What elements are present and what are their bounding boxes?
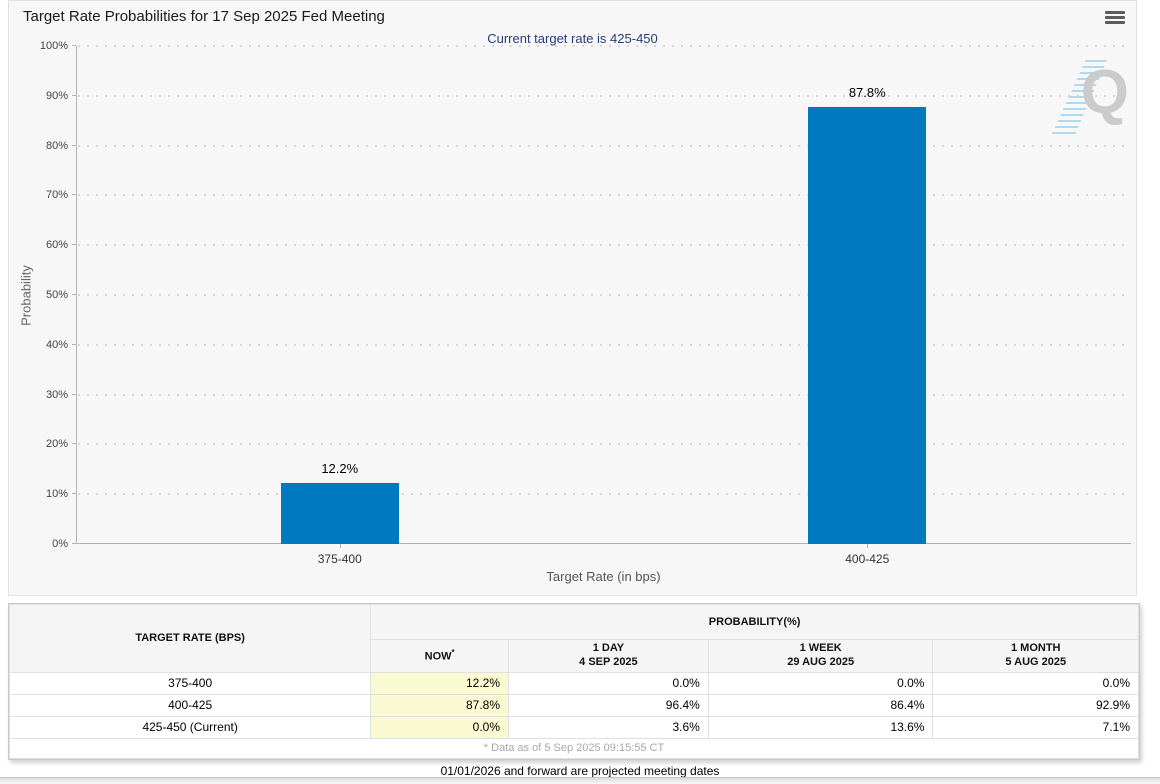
table-header-row-2: NOW* 1 DAY 4 SEP 2025 1 WEEK 29 AUG 2025 1 MO… — [10, 639, 1139, 673]
gridline — [78, 244, 1131, 247]
probability-cell: 92.9% — [932, 693, 1139, 717]
gridline — [78, 343, 1131, 346]
gridline — [78, 45, 1131, 47]
target-rate-cell: 400-425 — [8, 693, 372, 717]
y-tick-label: 10% — [45, 488, 68, 501]
y-axis-tick — [72, 45, 76, 46]
projected-dates-note: 01/01/2026 and forward are projected mee… — [440, 764, 720, 778]
column-header-1-month: 1 MONTH 5 AUG 2025 — [932, 639, 1139, 673]
y-axis-tick — [72, 294, 76, 295]
x-axis-tick — [867, 544, 869, 548]
plot-area: 0% 10% 20% 30% 40% 50% 60% 70% 80% 90% 100% 12.2% 37… — [40, 40, 1131, 566]
gridline — [78, 493, 1131, 496]
column-header-now: NOW* — [370, 639, 509, 673]
probability-cell: 86.4% — [707, 693, 934, 717]
probability-cell: 0.0% — [707, 671, 934, 695]
x-category-label: 375-400 — [317, 552, 362, 566]
menu-icon-bar — [1105, 16, 1125, 19]
quikstrike-watermark: Q — [1051, 58, 1131, 138]
target-rate-column-header: TARGET RATE (BPS) — [8, 604, 372, 673]
probability-table: TARGET RATE (BPS) PROBABILITY(%) NOW* 1 D… — [8, 604, 1139, 759]
data-as-of-note: * Data as of 5 Sep 2025 09:15:55 CT — [9, 737, 1139, 759]
probability-cell: 13.6% — [707, 715, 934, 739]
chart-bar — [808, 106, 927, 544]
gridline — [78, 144, 1131, 147]
watermark-letter: Q — [1080, 58, 1129, 127]
table-row: 375-400 12.2% 0.0% 0.0% 0.0% — [8, 671, 1139, 695]
y-axis-tick — [72, 543, 76, 544]
fedwatch-chart-panel: Target Rate Probabilities for 17 Sep 202… — [8, 0, 1137, 596]
bottom-divider-bar — [0, 777, 1160, 784]
table-row: 400-425 87.8% 96.4% 86.4% 92.9% — [8, 693, 1139, 717]
bar-group-400-425: 87.8% 400-425 — [808, 46, 927, 566]
gridline — [78, 194, 1131, 197]
y-axis-tick — [72, 244, 76, 246]
column-header-1-day: 1 DAY 4 SEP 2025 — [508, 639, 709, 673]
y-axis-tick — [72, 194, 76, 196]
probability-group-header: PROBABILITY(%) — [370, 604, 1139, 640]
page-title: Target Rate Probabilities for 17 Sep 202… — [23, 8, 385, 25]
bar-value-label: 12.2% — [321, 461, 359, 477]
menu-icon-bar — [1105, 11, 1125, 14]
y-axis-tick — [72, 493, 76, 495]
table-row: 425-450 (Current) 0.0% 3.6% 13.6% 7.1% — [8, 715, 1139, 739]
y-tick-label: 50% — [45, 289, 68, 301]
y-tick-label: 100% — [39, 40, 68, 52]
target-rate-cell: 425-450 (Current) — [8, 715, 372, 739]
table-footnote-row: * Data as of 5 Sep 2025 09:15:55 CT — [9, 737, 1139, 759]
column-header-1-week: 1 WEEK 29 AUG 2025 — [707, 639, 934, 673]
x-axis-line — [76, 543, 1131, 544]
gridline — [78, 294, 1131, 296]
y-axis-tick — [72, 94, 76, 96]
menu-icon-bar — [1105, 21, 1125, 24]
probability-cell: 0.0% — [508, 671, 709, 695]
target-rate-cell: 375-400 — [8, 671, 372, 695]
probability-cell: 7.1% — [932, 715, 1139, 739]
y-axis-tick — [72, 443, 76, 445]
probability-now-cell: 87.8% — [370, 693, 509, 717]
bar-value-label: 87.8% — [848, 84, 886, 100]
probability-now-cell: 12.2% — [370, 671, 509, 695]
gridline — [78, 393, 1131, 396]
y-tick-label: 60% — [45, 239, 68, 252]
y-tick-label: 30% — [45, 388, 68, 401]
y-tick-label: 40% — [45, 338, 68, 351]
chart-subtitle: Current target rate is 425-450 — [487, 31, 658, 46]
y-axis-label: Probability — [18, 265, 34, 326]
y-tick-label: 70% — [45, 189, 68, 202]
gridline — [78, 94, 1131, 97]
probability-table-card: TARGET RATE (BPS) PROBABILITY(%) NOW* 1 D… — [8, 603, 1140, 760]
y-axis-tick — [72, 144, 76, 146]
probability-cell: 96.4% — [508, 693, 709, 717]
y-tick-label: 0% — [52, 538, 68, 550]
table-header-row-1: TARGET RATE (BPS) PROBABILITY(%) — [8, 604, 1139, 673]
bar-group-375-400: 12.2% 375-400 — [280, 46, 399, 566]
probability-now-cell: 0.0% — [370, 715, 509, 739]
chart-bar — [280, 483, 399, 544]
y-tick-label: 80% — [45, 139, 68, 152]
y-axis-tick — [72, 343, 76, 345]
probability-cell: 3.6% — [508, 715, 709, 739]
y-axis-tick — [72, 393, 76, 395]
x-category-label: 400-425 — [845, 552, 890, 566]
y-axis-line — [76, 46, 77, 544]
x-axis-tick — [339, 544, 341, 548]
y-tick-label: 90% — [45, 89, 68, 102]
probability-cell: 0.0% — [932, 671, 1139, 695]
x-axis-title: Target Rate (in bps) — [546, 569, 661, 584]
y-tick-label: 20% — [45, 438, 68, 451]
gridline — [78, 443, 1131, 446]
menu-icon[interactable] — [1105, 11, 1125, 26]
